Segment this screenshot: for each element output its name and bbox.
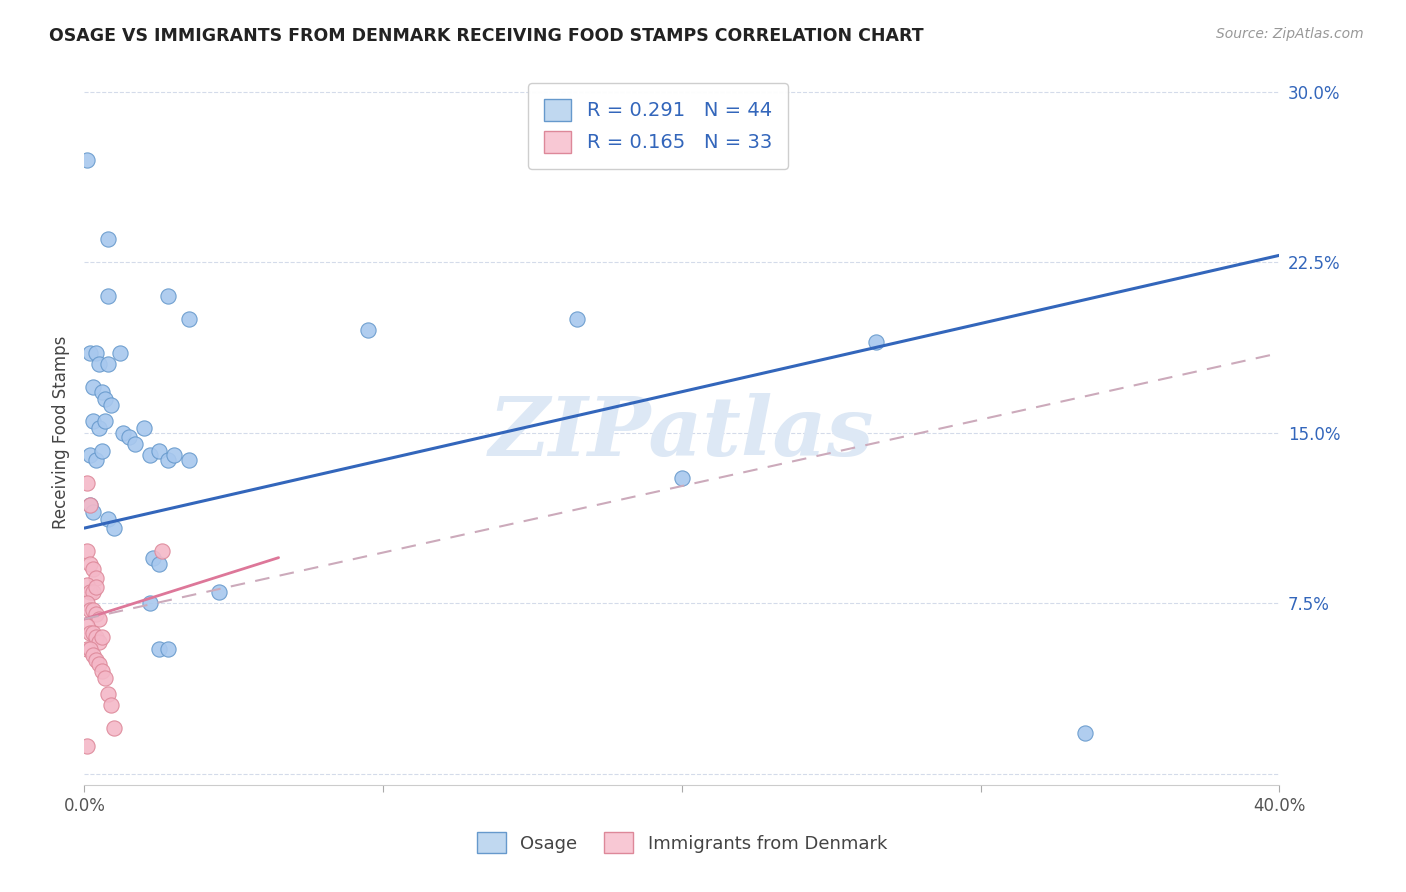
Point (91, 443, 114, 458)
Point (89, 634, 111, 648)
Point (82, 505, 104, 519)
Point (97, 358, 120, 372)
Point (139, 596, 162, 610)
Point (118, 430, 141, 444)
Point (91, 630, 114, 644)
Text: Source: ZipAtlas.com: Source: ZipAtlas.com (1216, 27, 1364, 41)
Point (76, 578, 98, 592)
Point (110, 346, 132, 360)
Point (157, 641, 180, 656)
Text: OSAGE VS IMMIGRANTS FROM DENMARK RECEIVING FOOD STAMPS CORRELATION CHART: OSAGE VS IMMIGRANTS FROM DENMARK RECEIVI… (49, 27, 924, 45)
Point (1074, 725, 1097, 739)
Point (76, 619, 98, 633)
Point (91, 384, 114, 399)
Point (86, 630, 108, 644)
Point (76, 641, 98, 656)
Point (79, 625, 101, 640)
Point (139, 448, 162, 462)
Point (79, 558, 101, 572)
Point (86, 653, 108, 667)
Point (112, 425, 135, 440)
Point (91, 665, 114, 679)
Point (76, 475, 98, 490)
Point (76, 153, 98, 167)
Point (100, 398, 122, 412)
Point (94, 414, 117, 428)
Point (79, 499, 101, 513)
Point (103, 521, 125, 535)
Point (86, 453, 108, 467)
Point (177, 453, 200, 467)
Point (79, 603, 101, 617)
Point (148, 558, 170, 572)
Point (82, 648, 104, 663)
Point (124, 437, 146, 451)
Y-axis label: Receiving Food Stamps: Receiving Food Stamps (52, 336, 70, 529)
Point (76, 544, 98, 558)
Point (86, 571, 108, 585)
Point (79, 448, 101, 462)
Point (89, 358, 111, 372)
Legend: Osage, Immigrants from Denmark: Osage, Immigrants from Denmark (470, 825, 894, 861)
Point (76, 739, 98, 754)
Point (357, 323, 380, 337)
Point (97, 512, 120, 526)
Point (142, 550, 165, 565)
Point (89, 421, 111, 435)
Point (79, 346, 101, 360)
Point (82, 584, 104, 599)
Point (163, 448, 186, 462)
Point (76, 596, 98, 610)
Point (177, 312, 200, 326)
Point (82, 625, 104, 640)
Point (97, 232, 120, 246)
Point (82, 380, 104, 394)
Point (103, 721, 125, 735)
Point (567, 312, 589, 326)
Point (208, 584, 231, 599)
Point (148, 443, 170, 458)
Point (132, 421, 156, 435)
Point (148, 641, 170, 656)
Text: ZIPatlas: ZIPatlas (489, 392, 875, 473)
Point (79, 641, 101, 656)
Point (94, 392, 117, 406)
Point (86, 580, 108, 594)
Point (97, 289, 120, 303)
Point (89, 612, 111, 626)
Point (79, 584, 101, 599)
Point (82, 414, 104, 428)
Point (157, 453, 180, 467)
Point (97, 687, 120, 701)
Point (89, 657, 111, 672)
Point (865, 334, 887, 349)
Point (150, 544, 173, 558)
Point (100, 698, 122, 713)
Point (86, 346, 108, 360)
Point (82, 603, 104, 617)
Point (86, 607, 108, 622)
Point (671, 471, 693, 485)
Point (82, 562, 104, 576)
Point (157, 289, 180, 303)
Point (94, 671, 117, 685)
Point (79, 499, 101, 513)
